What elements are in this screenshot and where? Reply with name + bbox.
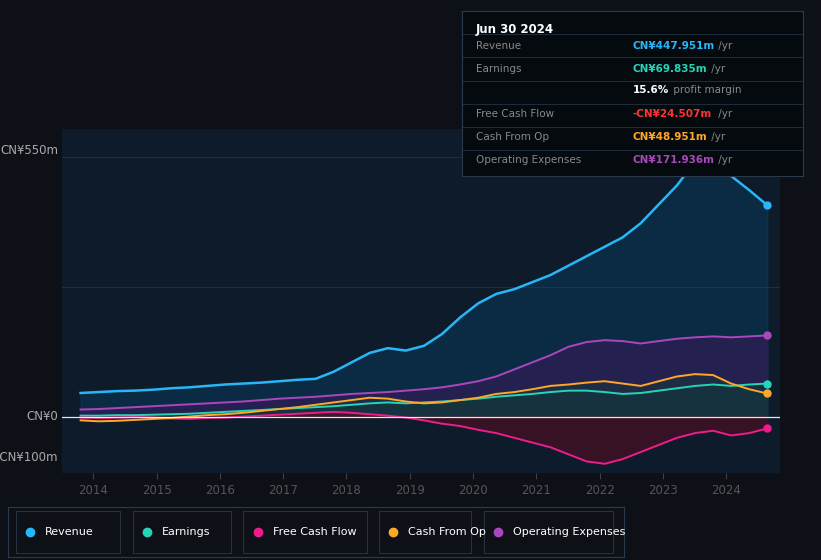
Text: /yr: /yr [708, 132, 725, 142]
Text: Revenue: Revenue [45, 527, 94, 537]
Text: Earnings: Earnings [476, 64, 521, 74]
Text: Free Cash Flow: Free Cash Flow [476, 109, 554, 119]
Text: /yr: /yr [715, 155, 732, 165]
Text: /yr: /yr [708, 64, 725, 74]
Text: Earnings: Earnings [163, 527, 211, 537]
Text: 15.6%: 15.6% [632, 86, 669, 96]
Text: CN¥48.951m: CN¥48.951m [632, 132, 708, 142]
Text: CN¥447.951m: CN¥447.951m [632, 41, 715, 51]
Text: CN¥69.835m: CN¥69.835m [632, 64, 707, 74]
Text: Cash From Op: Cash From Op [476, 132, 549, 142]
Text: Operating Expenses: Operating Expenses [513, 527, 626, 537]
Text: CN¥0: CN¥0 [26, 410, 58, 423]
Text: profit margin: profit margin [670, 86, 741, 96]
Text: -CN¥24.507m: -CN¥24.507m [632, 109, 712, 119]
Text: -CN¥100m: -CN¥100m [0, 451, 58, 464]
Text: /yr: /yr [715, 109, 732, 119]
Text: Free Cash Flow: Free Cash Flow [273, 527, 356, 537]
Text: Cash From Op: Cash From Op [409, 527, 486, 537]
Text: Revenue: Revenue [476, 41, 521, 51]
Text: CN¥550m: CN¥550m [0, 144, 58, 157]
Text: Jun 30 2024: Jun 30 2024 [476, 23, 554, 36]
Text: Operating Expenses: Operating Expenses [476, 155, 581, 165]
Text: /yr: /yr [715, 41, 732, 51]
Text: CN¥171.936m: CN¥171.936m [632, 155, 714, 165]
